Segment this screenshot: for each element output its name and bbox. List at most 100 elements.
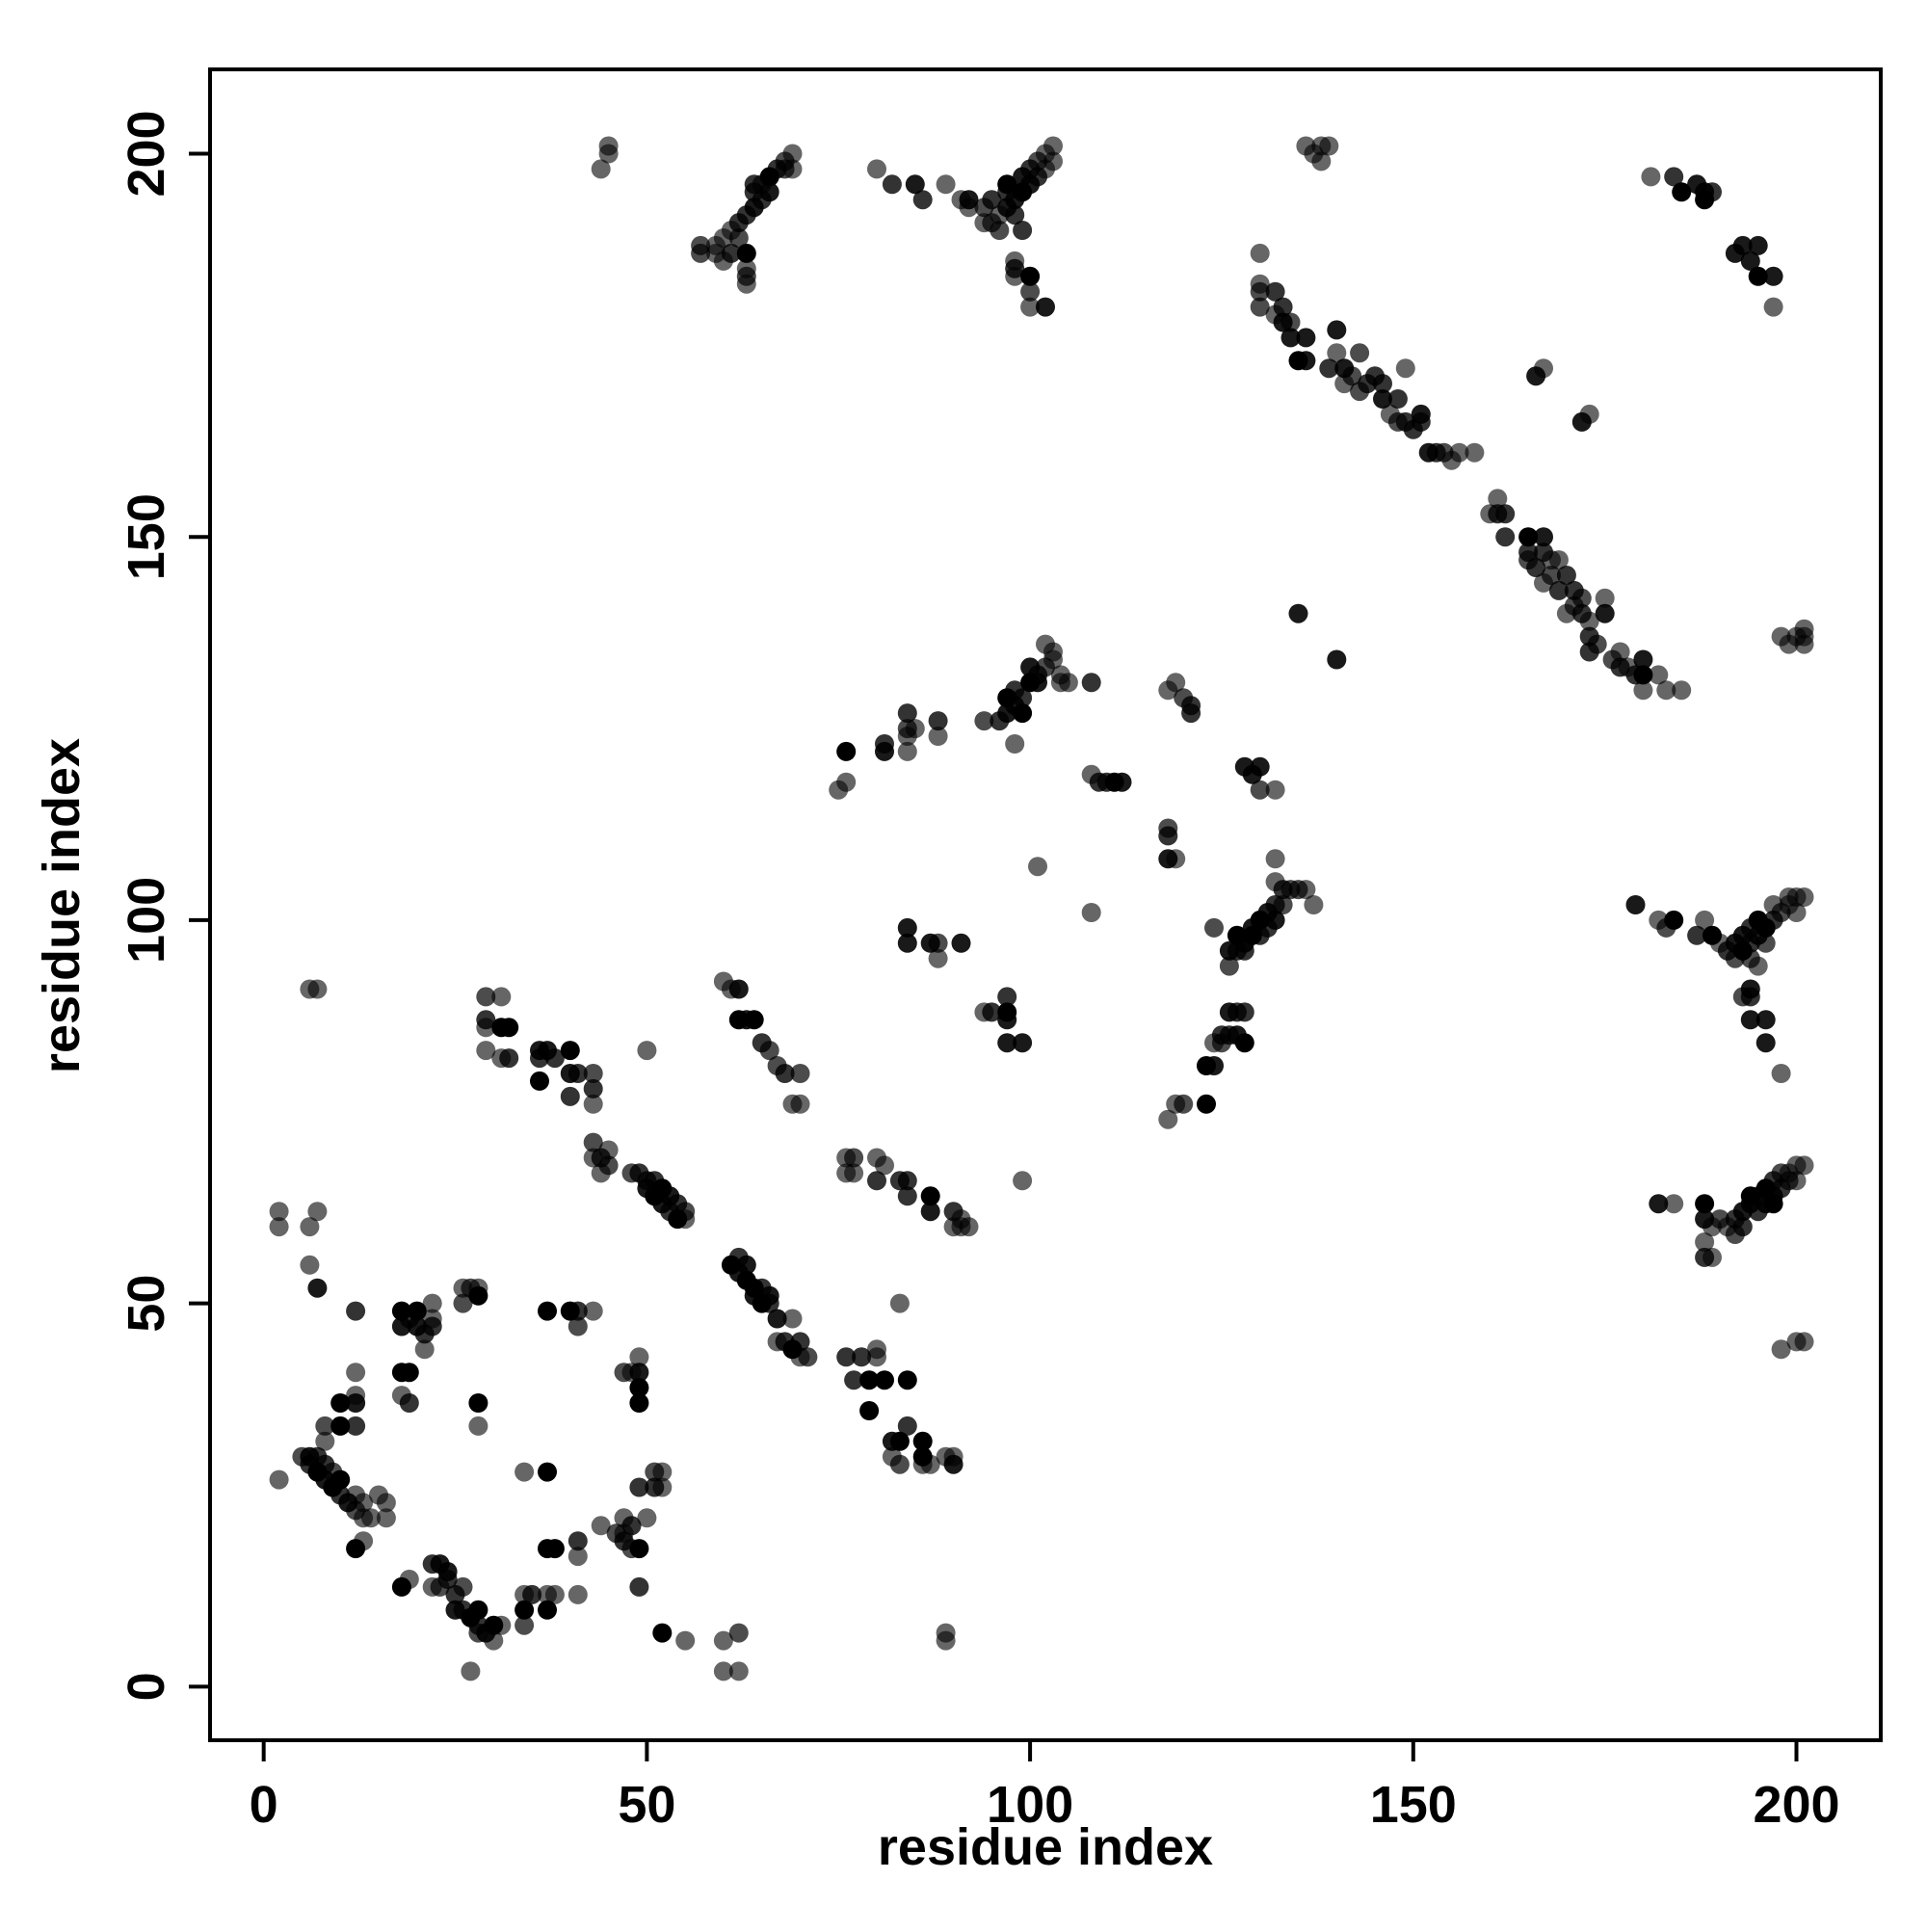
data-point — [1548, 550, 1569, 570]
data-point — [1158, 818, 1178, 838]
data-point — [315, 1416, 335, 1436]
data-point — [1518, 527, 1539, 547]
data-point — [1395, 358, 1415, 379]
data-point — [591, 159, 611, 179]
data-point — [920, 1454, 940, 1474]
data-point — [912, 190, 933, 210]
data-point — [1595, 603, 1615, 623]
data-point — [897, 917, 917, 938]
data-point — [997, 1010, 1017, 1030]
data-point — [652, 1462, 673, 1482]
data-point — [1013, 703, 1033, 724]
data-point — [1250, 756, 1270, 777]
data-point — [269, 1217, 289, 1237]
data-point — [330, 1469, 351, 1490]
data-point — [1411, 411, 1431, 432]
data-point — [354, 1493, 374, 1513]
data-point — [1005, 266, 1025, 286]
data-point — [905, 719, 925, 739]
data-point — [1319, 358, 1339, 379]
data-point — [844, 1163, 864, 1183]
data-point — [836, 741, 857, 761]
data-point — [997, 987, 1017, 1007]
data-point — [1740, 979, 1760, 999]
data-point — [307, 1202, 328, 1222]
data-point — [307, 1278, 328, 1298]
x-tick-label: 200 — [1753, 1776, 1839, 1834]
data-point — [1265, 910, 1285, 930]
data-point — [1488, 489, 1508, 509]
data-point — [1656, 680, 1676, 701]
data-point — [1081, 903, 1101, 922]
data-point — [1465, 442, 1485, 463]
data-point — [583, 1301, 603, 1321]
data-point — [583, 1132, 603, 1152]
data-point — [744, 1010, 764, 1030]
data-point — [1387, 389, 1408, 409]
data-point — [376, 1493, 396, 1513]
data-point — [637, 1041, 657, 1061]
data-point — [736, 243, 756, 263]
data-point — [1794, 1332, 1814, 1352]
data-point — [1732, 1217, 1753, 1237]
data-point — [1112, 772, 1132, 792]
data-point — [974, 711, 994, 731]
data-point — [437, 1570, 458, 1589]
data-point — [1311, 151, 1332, 172]
data-point — [583, 1078, 603, 1098]
data-point — [1174, 1094, 1194, 1114]
data-point — [728, 1661, 749, 1681]
data-point — [1219, 956, 1239, 976]
data-point — [484, 1630, 504, 1651]
data-point — [675, 1209, 696, 1230]
data-point — [637, 1508, 657, 1528]
data-point — [515, 1462, 535, 1482]
data-point — [629, 1393, 649, 1413]
data-point — [346, 1301, 366, 1321]
data-point — [499, 1048, 519, 1069]
data-point — [530, 1071, 549, 1091]
data-point — [422, 1293, 442, 1313]
data-point — [1373, 389, 1392, 409]
data-point — [1703, 182, 1722, 202]
data-point — [790, 1094, 810, 1114]
data-point — [376, 1508, 396, 1528]
data-point — [468, 1600, 488, 1620]
data-point — [1556, 566, 1576, 585]
data-point — [1687, 925, 1707, 945]
data-point — [936, 174, 956, 195]
x-axis-title: residue index — [878, 1818, 1213, 1876]
data-point — [1695, 1194, 1715, 1214]
data-point — [920, 1186, 940, 1206]
data-point — [1526, 558, 1546, 577]
data-point — [875, 1370, 894, 1390]
data-point — [1319, 136, 1339, 156]
data-point — [583, 1094, 603, 1114]
data-point — [859, 1401, 880, 1420]
data-point — [1013, 688, 1033, 708]
data-point — [354, 1531, 374, 1551]
data-point — [1579, 404, 1599, 424]
data-point — [476, 987, 496, 1007]
data-point — [1625, 895, 1646, 914]
data-point — [1542, 566, 1561, 585]
data-point — [1771, 1339, 1791, 1360]
data-point — [269, 1469, 289, 1490]
data-point — [1534, 527, 1553, 547]
y-axis: 0 50 100 150 200 — [118, 110, 210, 1701]
data-point — [1013, 221, 1033, 240]
data-point — [882, 174, 902, 195]
data-point — [875, 734, 894, 754]
data-point — [1695, 1232, 1715, 1252]
data-point — [775, 1064, 795, 1083]
data-point — [713, 1630, 733, 1651]
data-point — [629, 1477, 649, 1497]
data-point — [652, 1477, 673, 1497]
data-point — [1794, 634, 1814, 654]
data-point — [461, 1661, 481, 1681]
data-point — [897, 1171, 917, 1191]
data-point — [1633, 680, 1653, 701]
data-point — [836, 1347, 857, 1367]
data-point — [1158, 1109, 1178, 1129]
data-point — [568, 1316, 588, 1337]
